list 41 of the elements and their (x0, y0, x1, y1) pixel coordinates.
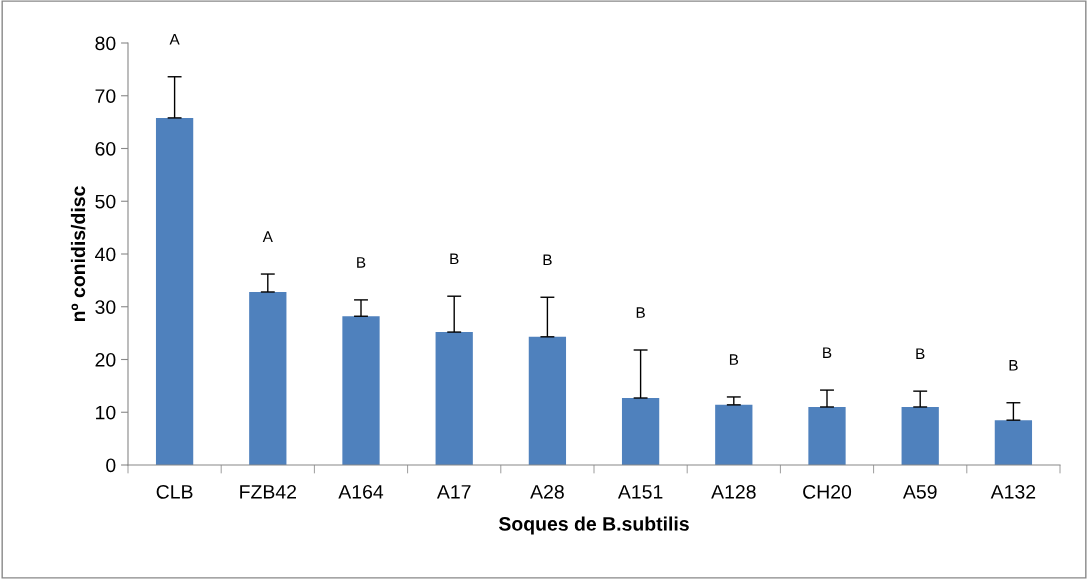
y-axis-title: nº conidis/disc (70, 186, 86, 322)
y-tick-label: 30 (95, 300, 116, 314)
annotation: A (262, 231, 273, 242)
x-tick-label: A151 (617, 485, 663, 499)
x-tick-label: CH20 (803, 484, 852, 499)
x-tick-label: A128 (711, 484, 756, 499)
annotation: B (357, 257, 366, 268)
bar (528, 336, 567, 465)
y-tick-label: 70 (95, 89, 116, 103)
x-tick-label: A28 (530, 484, 564, 499)
bar (808, 406, 846, 465)
y-tick-label: 0 (106, 458, 116, 473)
annotation: B (450, 253, 459, 265)
x-tick-label: A132 (990, 484, 1036, 499)
x-tick-label: A59 (902, 484, 937, 499)
x-tick-label: A17 (436, 485, 471, 499)
bar (621, 398, 660, 465)
y-tick-label: 50 (95, 194, 116, 209)
annotation: B (823, 347, 832, 358)
y-tick-label: 80 (95, 36, 116, 51)
bar (155, 117, 194, 465)
annotation: B (543, 254, 552, 266)
bar (901, 406, 939, 465)
y-tick-label: 10 (96, 405, 116, 420)
annotation: B (1009, 360, 1018, 371)
x-tick-label: FZB42 (240, 484, 296, 499)
x-tick-label: CLB (156, 484, 193, 499)
bar (342, 316, 380, 465)
x-tick-label: A164 (338, 484, 384, 499)
bar (994, 420, 1033, 465)
bar (715, 404, 753, 465)
y-tick-label: 40 (95, 247, 116, 262)
bar (249, 291, 287, 465)
annotation: B (729, 354, 739, 365)
y-tick-label: 20 (95, 352, 116, 367)
x-axis-title: Soques de B.subtilis (498, 516, 689, 535)
annotation: B (636, 307, 645, 318)
y-tick-label: 60 (95, 141, 116, 156)
annotation: B (916, 348, 925, 359)
bar (435, 332, 473, 465)
annotation: A (169, 34, 180, 45)
